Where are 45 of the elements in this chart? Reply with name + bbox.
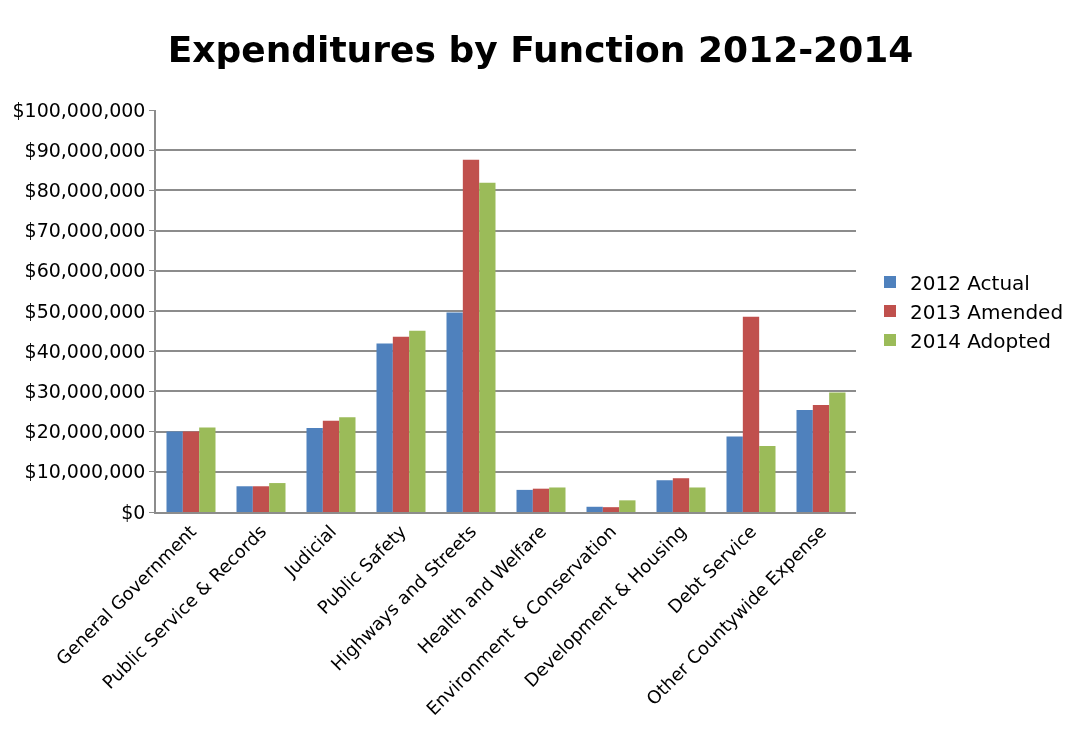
bar (376, 343, 393, 512)
y-tick-label: $80,000,000 (24, 179, 146, 202)
bar (479, 182, 496, 512)
bar (269, 483, 286, 512)
bar (182, 431, 200, 512)
chart-title: Expenditures by Function 2012-2014 (167, 28, 914, 70)
bar (726, 436, 743, 512)
bar (602, 507, 620, 512)
bar (549, 487, 566, 512)
bar (829, 392, 846, 512)
bar (322, 420, 340, 512)
bar (586, 506, 603, 512)
bar (812, 405, 830, 512)
y-tick-label: $20,000,000 (24, 420, 146, 443)
bar (306, 427, 323, 512)
bar (656, 480, 673, 512)
bar (742, 316, 760, 512)
bar (619, 500, 636, 512)
legend-label: 2014 Adopted (910, 328, 1052, 353)
bar (392, 336, 410, 512)
bar (516, 489, 533, 512)
bar (759, 446, 776, 512)
y-tick-label: $10,000,000 (24, 460, 146, 483)
bar (252, 486, 270, 512)
legend-label: 2013 Amended (910, 299, 1064, 324)
legend-label: 2012 Actual (910, 270, 1030, 295)
y-tick-label: $40,000,000 (24, 339, 146, 362)
y-tick-label: $70,000,000 (24, 219, 146, 242)
bar (796, 409, 813, 512)
bar (672, 478, 690, 512)
y-tick-label: $60,000,000 (24, 259, 146, 282)
y-tick-label: $90,000,000 (24, 138, 146, 161)
bar (462, 159, 480, 512)
y-tick-label: $50,000,000 (24, 299, 146, 322)
bar (166, 431, 183, 512)
bar (199, 427, 216, 512)
bar (689, 487, 706, 512)
y-tick-label: $30,000,000 (24, 380, 146, 403)
bar (409, 330, 426, 512)
y-tick-label: $0 (121, 500, 146, 523)
y-tick-label: $100,000,000 (12, 98, 146, 121)
bar (532, 488, 550, 512)
bar (446, 312, 463, 512)
bar (236, 486, 253, 512)
bar (339, 417, 356, 512)
